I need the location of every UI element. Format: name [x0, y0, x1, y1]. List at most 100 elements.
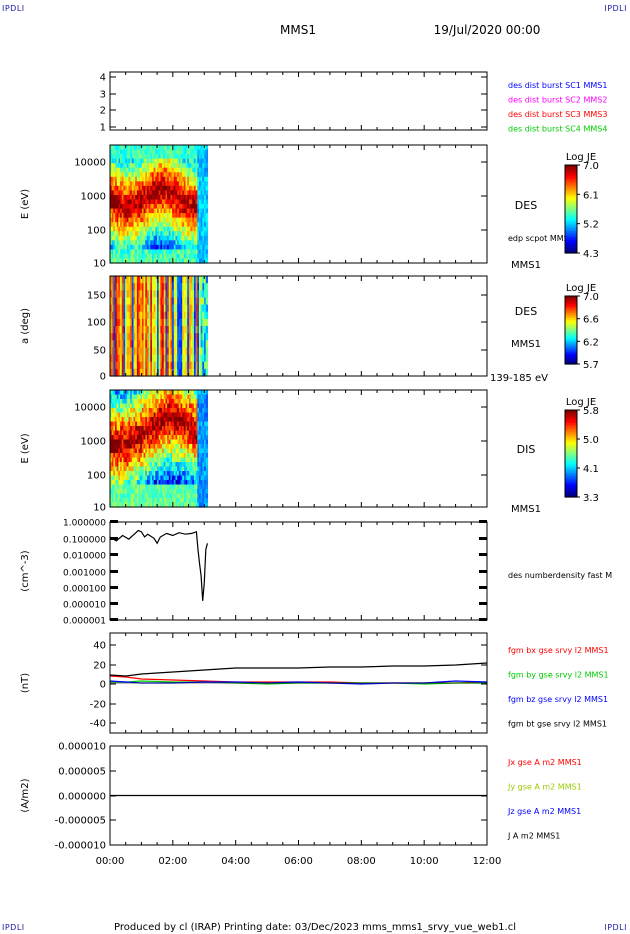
heatmap-cell	[148, 199, 151, 205]
heatmap-cell	[136, 453, 140, 459]
heatmap-cell	[197, 435, 200, 441]
heatmap-cell	[133, 318, 136, 327]
heatmap-cell	[155, 471, 158, 477]
heatmap-cell	[165, 361, 168, 370]
heatmap-cell	[131, 185, 135, 191]
heatmap-cell	[145, 493, 148, 499]
heatmap-cell	[193, 226, 197, 232]
heatmap-cell	[185, 439, 188, 445]
heatmap-cell	[167, 176, 170, 182]
heatmap-cell	[141, 244, 145, 250]
heatmap-cell	[133, 408, 136, 414]
heatmap-cell	[138, 208, 141, 214]
heatmap-cell	[126, 457, 130, 463]
heatmap-cell	[150, 421, 153, 427]
heatmap-cell	[163, 462, 167, 468]
heatmap-cell	[141, 276, 145, 284]
heatmap-cell	[155, 439, 158, 445]
heatmap-cell	[183, 149, 187, 155]
heatmap-cell	[187, 439, 190, 445]
heatmap-cell	[177, 154, 180, 160]
heatmap-cell	[113, 297, 116, 306]
heatmap-cell	[157, 421, 160, 427]
heatmap-cell	[192, 158, 195, 164]
heatmap-cell	[153, 408, 156, 414]
heatmap-cell	[113, 502, 116, 508]
heatmap-cell	[188, 484, 192, 490]
heatmap-cell	[143, 163, 146, 169]
heatmap-cell	[148, 231, 151, 237]
heatmap-cell	[193, 368, 197, 377]
heatmap-cell	[202, 489, 205, 495]
heatmap-cell	[195, 163, 198, 169]
heatmap-cell	[200, 462, 203, 468]
heatmap-cell	[205, 304, 208, 313]
heatmap-cell	[113, 394, 116, 400]
heatmap-cell	[160, 226, 163, 232]
heatmap-cell	[135, 231, 138, 237]
heatmap-cell	[125, 457, 128, 463]
heatmap-cell	[155, 190, 158, 196]
heatmap-cell	[113, 185, 116, 191]
colorbar-swatch	[565, 427, 577, 431]
heatmap-cell	[121, 204, 125, 210]
ytick-label: 10	[93, 503, 106, 514]
heatmap-cell	[168, 213, 172, 219]
heatmap-cell	[167, 235, 170, 241]
heatmap-cell	[157, 466, 160, 472]
heatmap-cell	[198, 249, 202, 255]
heatmap-cell	[120, 421, 123, 427]
heatmap-cell	[193, 318, 197, 327]
heatmap-cell	[148, 426, 151, 432]
heatmap-cell	[173, 493, 177, 499]
heatmap-cell	[198, 475, 202, 481]
heatmap-cell	[167, 318, 170, 327]
heatmap-cell	[195, 249, 198, 255]
heatmap-cell	[172, 297, 175, 306]
heatmap-cell	[197, 163, 200, 169]
heatmap-cell	[160, 311, 163, 320]
heatmap-cell	[113, 199, 116, 205]
heatmap-cell	[113, 435, 116, 441]
heatmap-cell	[113, 158, 116, 164]
heatmap-cell	[178, 475, 182, 481]
heatmap-cell	[138, 340, 141, 349]
heatmap-cell	[118, 448, 121, 454]
heatmap-cell	[175, 172, 178, 178]
heatmap-cell	[155, 297, 158, 306]
heatmap-cell	[130, 235, 133, 241]
heatmap-cell	[135, 253, 138, 260]
heatmap-cell	[155, 154, 158, 160]
ytick-label: 0.010000	[63, 552, 106, 562]
heatmap-cell	[143, 149, 146, 155]
heatmap-cell	[198, 493, 202, 499]
heatmap-cell	[185, 462, 188, 468]
heatmap-cell	[120, 426, 123, 432]
heatmap-cell	[200, 430, 203, 436]
heatmap-cell	[136, 399, 140, 405]
heatmap-cell	[136, 435, 140, 441]
heatmap-cell	[126, 190, 130, 196]
heatmap-cell	[157, 347, 160, 356]
heatmap-cell	[130, 149, 133, 155]
heatmap-cell	[193, 444, 197, 450]
heatmap-cell	[153, 145, 156, 151]
heatmap-cell	[163, 213, 167, 219]
heatmap-cell	[202, 399, 205, 405]
heatmap-cell	[183, 354, 187, 363]
colorbar-swatch	[565, 311, 577, 314]
heatmap-cell	[151, 185, 155, 191]
heatmap-cell	[111, 361, 114, 370]
heatmap-cell	[173, 158, 177, 164]
heatmap-cell	[113, 226, 116, 232]
heatmap-cell	[146, 466, 150, 472]
heatmap-cell	[205, 417, 208, 423]
heatmap-cell	[128, 390, 131, 396]
heatmap-cell	[202, 240, 205, 246]
heatmap-cell	[182, 484, 185, 490]
heatmap-cell	[111, 475, 114, 481]
heatmap-cell	[188, 240, 192, 246]
heatmap-cell	[113, 390, 116, 396]
heatmap-cell	[165, 276, 168, 284]
heatmap-cell	[148, 297, 151, 306]
